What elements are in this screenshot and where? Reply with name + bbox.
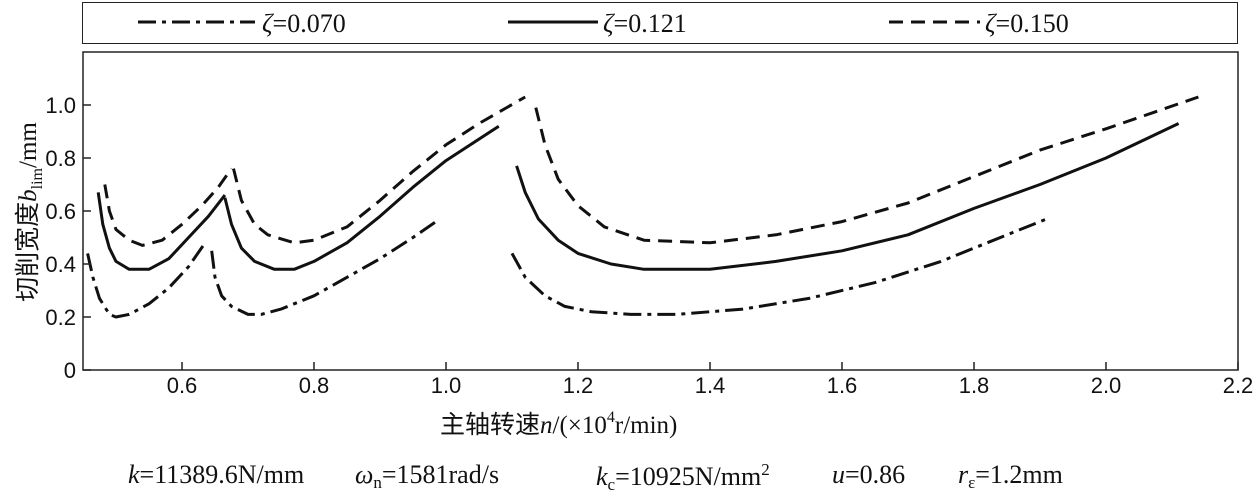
series-2-segment-3: [515, 122, 1180, 271]
x-tick-label-2: 0.8: [299, 373, 330, 398]
series-1-segment-1: [86, 241, 207, 319]
y-tick-label-1: 0: [64, 358, 76, 383]
chart: ζ=0.070 ζ=0.121 ζ=0.150 0.6 0.8 1.0 1.2 1.4 1.6…: [14, 9, 1253, 439]
y-tick-label-5: 0.8: [45, 146, 76, 171]
tick-layer: 0.6 0.8 1.0 1.2 1.4 1.6 1.8 2.0 2.2 0 0.2 0.4 0.6 0.8…: [45, 93, 1253, 398]
y-tick-label-2: 0.2: [45, 305, 76, 330]
parameter-3: kc=10925N/mm2: [596, 460, 770, 494]
series-layer: [86, 95, 1199, 319]
x-tick-label-9: 2.2: [1223, 373, 1254, 398]
series-1-segment-2: [210, 220, 437, 316]
x-tick-label-1: 0.6: [167, 373, 198, 398]
series-1-segment-3: [510, 217, 1048, 316]
legend-label-1: ζ=0.070: [262, 9, 346, 38]
legend-label-2: ζ=0.121: [603, 9, 687, 38]
y-axis-label: 切削宽度blim/mm: [14, 122, 46, 302]
legend: ζ=0.070 ζ=0.121 ζ=0.150: [138, 9, 1069, 38]
parameter-1: k=11389.6N/mm: [128, 460, 305, 489]
series-3-segment-2: [232, 95, 526, 245]
parameter-line: k=11389.6N/mm ωn=1581rad/s kc=10925N/mm2 u=…: [0, 458, 1254, 494]
plot-frame: [82, 51, 1239, 371]
y-tick-label-4: 0.6: [45, 199, 76, 224]
series-2-segment-2: [223, 124, 500, 271]
x-tick-label-8: 2.0: [1091, 373, 1122, 398]
legend-box: [82, 2, 1238, 44]
parameter-5: rε=1.2mm: [958, 460, 1063, 492]
parameter-4: u=0.86: [832, 460, 906, 489]
parameter-2: ωn=1581rad/s: [355, 460, 500, 492]
x-axis-label: 主轴转速n/(×104r/min): [440, 409, 677, 439]
x-tick-label-6: 1.6: [827, 373, 858, 398]
series-2-segment-1: [96, 192, 227, 271]
x-tick-label-4: 1.2: [563, 373, 594, 398]
label-layer: 主轴转速n/(×104r/min) 切削宽度blim/mm: [14, 122, 677, 439]
x-tick-label-3: 1.0: [431, 373, 462, 398]
series-3-segment-1: [103, 167, 233, 247]
legend-label-3: ζ=0.150: [985, 9, 1069, 38]
y-tick-label-3: 0.4: [45, 252, 76, 277]
x-tick-label-5: 1.4: [695, 373, 726, 398]
x-tick-label-7: 1.8: [959, 373, 990, 398]
y-tick-label-6: 1.0: [45, 93, 76, 118]
series-3-segment-3: [534, 95, 1199, 245]
